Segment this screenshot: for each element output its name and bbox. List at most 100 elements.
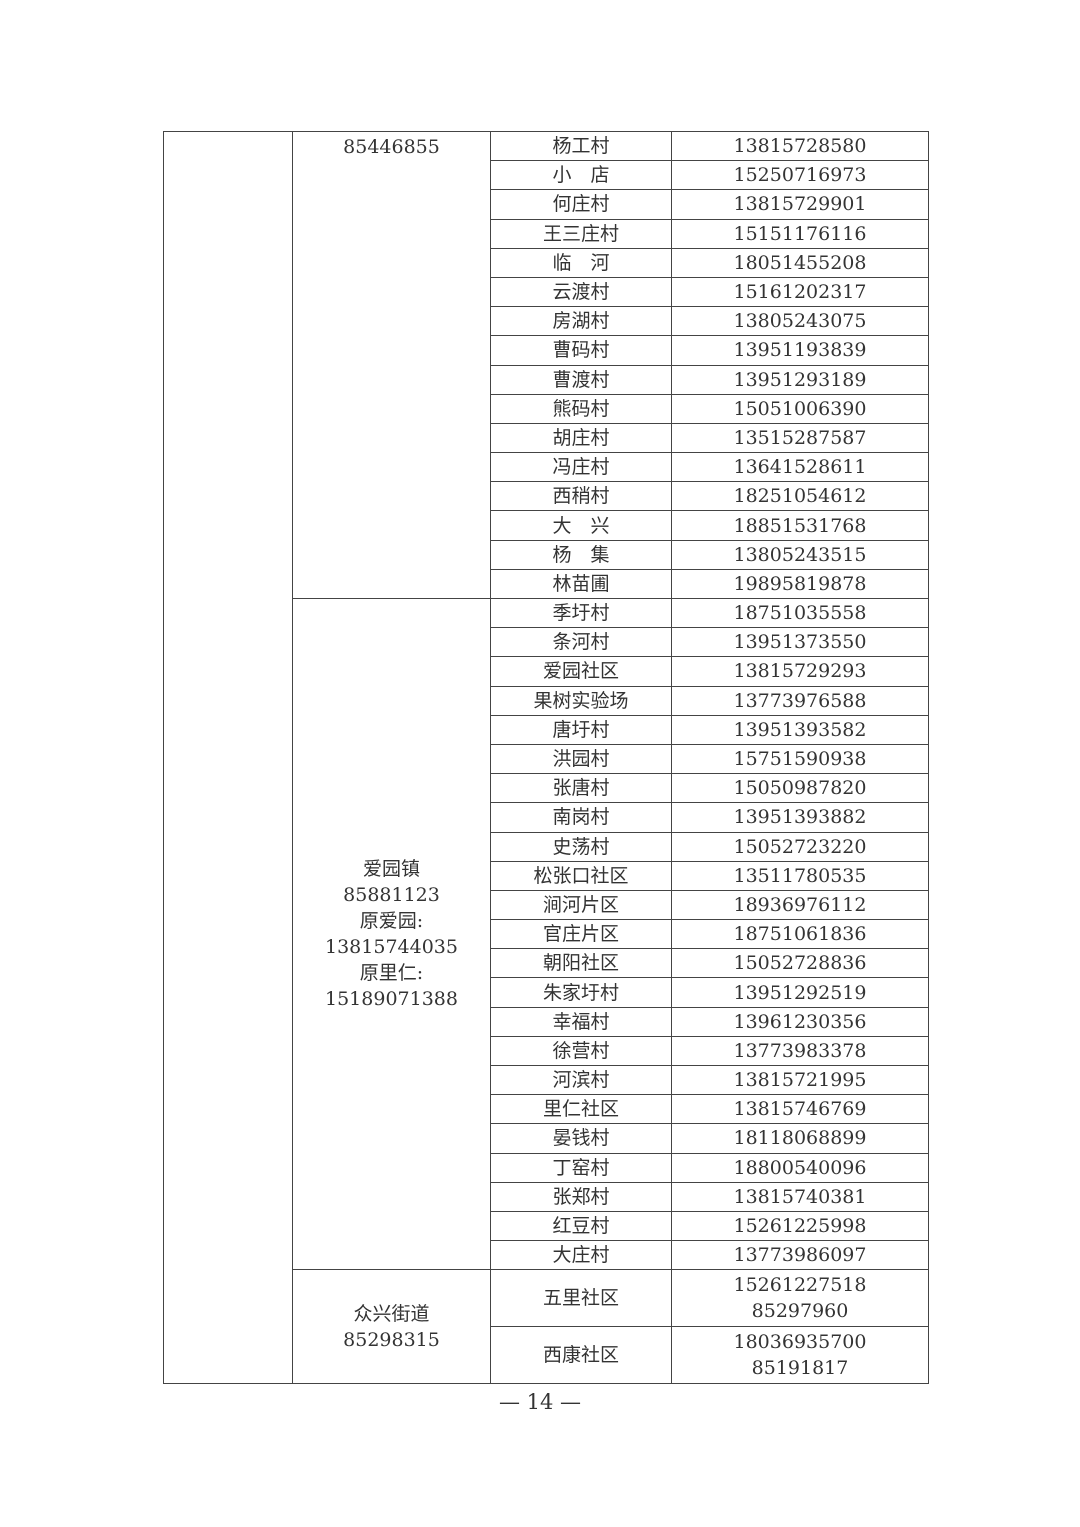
table-row: 爱园镇 85881123 原爱园: 13815744035 原里仁: 1518907138… bbox=[164, 597, 929, 1271]
village-phone: 13815721995 bbox=[671, 1064, 929, 1096]
village-phone: 19895819878 bbox=[671, 568, 929, 600]
village-name: 唐圩村 bbox=[490, 714, 672, 745]
village-phone: 13951393582 bbox=[671, 714, 929, 745]
table-row: 果树实验场 13773976588 bbox=[164, 685, 929, 716]
village-name: 张唐村 bbox=[490, 773, 672, 804]
phone-number: 15052723220 bbox=[733, 835, 867, 858]
village-phone: 18036935700 85191817 bbox=[671, 1326, 929, 1385]
village-name: 小 店 bbox=[490, 160, 672, 191]
table-row: 里仁社区 13815746769 bbox=[164, 1094, 929, 1125]
village-name: 洪园村 bbox=[490, 743, 672, 775]
village-phone: 18051455208 bbox=[671, 247, 929, 278]
town-contact-line: 原爱园: bbox=[359, 910, 424, 933]
village-name: 熊码村 bbox=[490, 393, 672, 424]
village-phone: 18251054612 bbox=[671, 481, 929, 512]
village-name: 曹渡村 bbox=[490, 364, 672, 395]
phone-number: 13773976588 bbox=[733, 689, 867, 712]
village-phone: 15751590938 bbox=[671, 743, 929, 775]
table-row: 众兴街道 85298315 五里社区 15261227518 85297960 bbox=[164, 1269, 929, 1385]
village-name: 徐营村 bbox=[490, 1035, 672, 1067]
phone-number: 13951393582 bbox=[733, 718, 867, 741]
village-name: 爱园社区 bbox=[490, 656, 672, 687]
village-name: 曹码村 bbox=[490, 335, 672, 366]
village-name: 西稍村 bbox=[490, 481, 672, 512]
village-phone: 18751035558 bbox=[671, 597, 929, 629]
phone-number: 13805243515 bbox=[733, 543, 867, 566]
town-contact-line: 爱园镇 bbox=[362, 858, 420, 881]
village-phone: 15052723220 bbox=[671, 831, 929, 862]
phone-number: 15261227518 bbox=[733, 1274, 867, 1297]
phone-number: 13641528611 bbox=[733, 456, 867, 479]
phone-number: 13951292519 bbox=[733, 981, 867, 1004]
phone-number: 18936976112 bbox=[733, 893, 867, 916]
table-row: 85446855 杨工村 13815728580 bbox=[163, 130, 929, 1385]
village-name: 大 兴 bbox=[490, 510, 672, 541]
village-phone: 15161202317 bbox=[671, 276, 929, 308]
table-row: 朱家圩村 13951292519 bbox=[164, 977, 929, 1008]
phone-number: 85191817 bbox=[751, 1357, 849, 1380]
village-name: 杨 集 bbox=[490, 539, 672, 570]
village-name: 何庄村 bbox=[490, 189, 672, 220]
table-row: 西康社区 18036935700 85191817 bbox=[164, 1326, 929, 1385]
village-phone: 13951193839 bbox=[671, 335, 929, 366]
phone-number: 15261225998 bbox=[733, 1215, 867, 1238]
phone-number: 13815729293 bbox=[733, 660, 867, 683]
phone-number: 13815721995 bbox=[733, 1069, 867, 1092]
table-row: 临 河 18051455208 bbox=[164, 247, 929, 278]
phone-number: 15151176116 bbox=[733, 222, 867, 245]
table-row: 小 店 15250716973 bbox=[164, 160, 929, 191]
phone-number: 13773986097 bbox=[733, 1244, 867, 1267]
village-phone: 13951373550 bbox=[671, 627, 929, 658]
village-name: 五里社区 bbox=[490, 1269, 672, 1328]
table-row: 爱园社区 13815729293 bbox=[164, 656, 929, 687]
town-contact-line: 15189071388 bbox=[325, 988, 458, 1011]
phone-number: 85297960 bbox=[751, 1300, 849, 1323]
phone-number: 13815728580 bbox=[733, 135, 867, 158]
phone-number: 18751061836 bbox=[733, 923, 867, 946]
town-contact-line: 85881123 bbox=[343, 884, 440, 907]
village-phone: 13773986097 bbox=[671, 1240, 929, 1271]
phone-number: 13805243075 bbox=[733, 310, 867, 333]
table-row: 何庄村 13815729901 bbox=[164, 189, 929, 220]
phone-number: 13951193839 bbox=[733, 339, 867, 362]
phone-number: 15051006390 bbox=[733, 397, 867, 420]
village-phone: 15050987820 bbox=[671, 773, 929, 804]
village-phone: 18936976112 bbox=[671, 889, 929, 921]
table-row: 徐营村 13773983378 bbox=[164, 1035, 929, 1067]
town-contact-line: 众兴街道 bbox=[353, 1302, 430, 1325]
phone-number: 19895819878 bbox=[733, 572, 867, 595]
phone-number: 13515287587 bbox=[733, 426, 867, 449]
table-row: 林苗圃 19895819878 bbox=[164, 568, 929, 600]
table-row: 晏钱村 18118068899 bbox=[164, 1123, 929, 1154]
town-contact-cell: 爱园镇 85881123 原爱园: 13815744035 原里仁: 1518907138… bbox=[292, 597, 491, 1271]
village-phone: 18751061836 bbox=[671, 919, 929, 950]
table-row: 杨 集 13805243515 bbox=[164, 539, 929, 570]
village-name: 朱家圩村 bbox=[490, 977, 672, 1008]
village-phone: 18118068899 bbox=[671, 1123, 929, 1154]
phone-number: 13815729901 bbox=[733, 193, 867, 216]
town-contact-line: 13815744035 bbox=[325, 936, 458, 959]
table-row: 西稍村 18251054612 bbox=[164, 481, 929, 512]
table-row: 洪园村 15751590938 bbox=[164, 743, 929, 775]
village-phone: 13951293189 bbox=[671, 364, 929, 395]
contact-table: 85446855 杨工村 13815728580 小 店 15250716973 何庄村 1… bbox=[163, 130, 929, 1385]
village-phone: 15261227518 85297960 bbox=[671, 1269, 929, 1328]
village-phone: 13815740381 bbox=[671, 1181, 929, 1212]
town-contact-line: 85446855 bbox=[343, 136, 440, 158]
village-name: 胡庄村 bbox=[490, 422, 672, 454]
table-row: 张唐村 15050987820 bbox=[164, 773, 929, 804]
phone-number: 18851531768 bbox=[733, 514, 867, 537]
table-row: 官庄片区 18751061836 bbox=[164, 919, 929, 950]
village-name: 史荡村 bbox=[490, 831, 672, 862]
table-row: 大 兴 18851531768 bbox=[164, 510, 929, 541]
village-name: 松张口社区 bbox=[490, 860, 672, 891]
phone-number: 18251054612 bbox=[733, 485, 867, 508]
village-name: 南岗村 bbox=[490, 802, 672, 833]
phone-number: 18051455208 bbox=[733, 251, 867, 274]
phone-number: 18036935700 bbox=[733, 1331, 867, 1354]
town-contact-cell: 众兴街道 85298315 bbox=[292, 1269, 491, 1385]
village-phone: 15052728836 bbox=[671, 948, 929, 979]
table-row: 曹渡村 13951293189 bbox=[164, 364, 929, 395]
village-name: 红豆村 bbox=[490, 1210, 672, 1242]
village-phone: 18800540096 bbox=[671, 1152, 929, 1183]
